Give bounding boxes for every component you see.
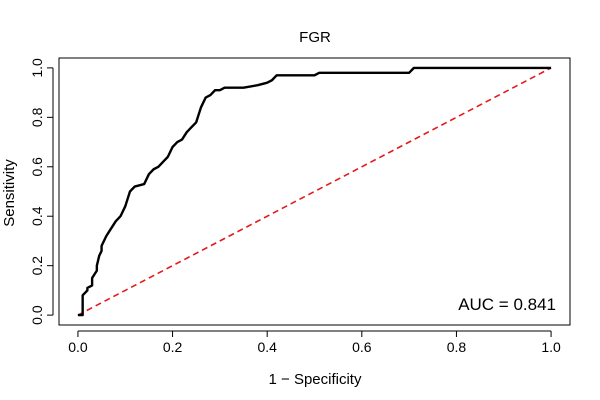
y-axis-label: Sensitivity <box>1 159 18 227</box>
x-tick-label: 0.4 <box>257 339 277 355</box>
x-tick-label: 0.0 <box>68 339 88 355</box>
x-tick-label: 0.6 <box>352 339 372 355</box>
auc-annotation: AUC = 0.841 <box>458 295 556 314</box>
y-tick-label: 0.6 <box>29 157 45 177</box>
y-tick-label: 0.4 <box>29 206 45 226</box>
x-tick-label: 1.0 <box>541 339 561 355</box>
reference-diagonal-line <box>77 67 552 316</box>
plot-layer <box>77 66 552 317</box>
chart-title: FGR <box>299 29 331 46</box>
y-tick-label: 1.0 <box>29 58 45 78</box>
y-tick-label: 0.0 <box>29 305 45 325</box>
x-axis-label: 1 − Specificity <box>269 371 362 388</box>
y-tick-label: 0.2 <box>29 256 45 276</box>
roc-curve-line <box>77 66 552 317</box>
x-tick-label: 0.2 <box>163 339 183 355</box>
plot-frame <box>58 57 571 326</box>
y-tick-label: 0.8 <box>29 107 45 127</box>
x-tick-label: 0.8 <box>447 339 467 355</box>
